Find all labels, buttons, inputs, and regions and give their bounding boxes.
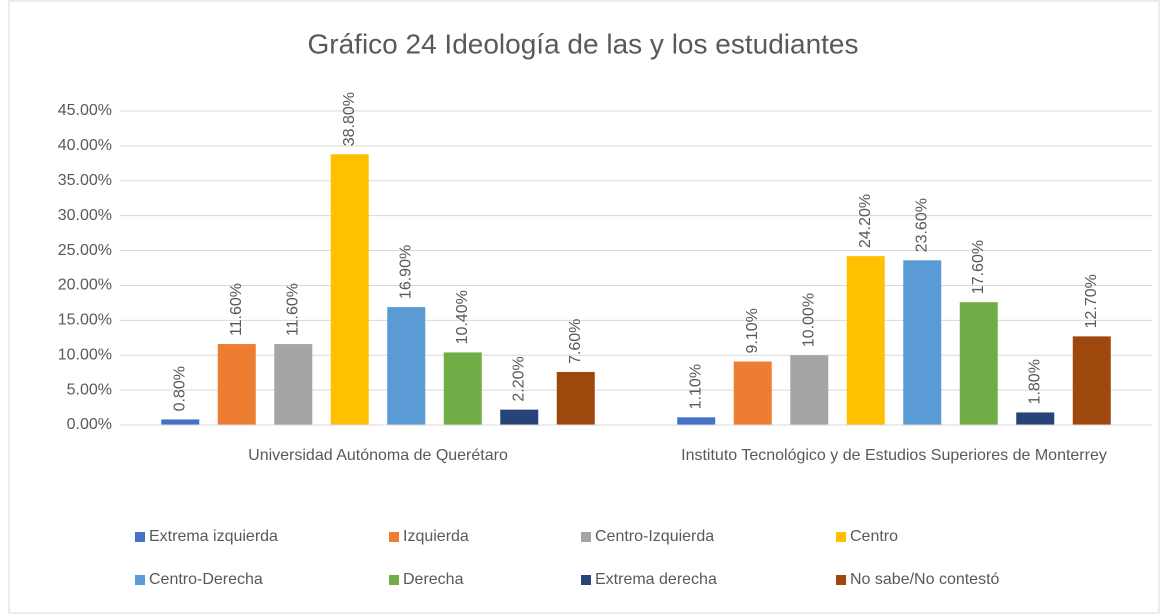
y-tick-label: 25.00% <box>58 242 112 259</box>
x-tick-label: Universidad Autónoma de Querétaro <box>248 447 508 464</box>
bar <box>556 371 595 425</box>
bar <box>846 256 885 425</box>
y-tick-label: 0.00% <box>67 416 112 433</box>
value-label: 10.00% <box>800 293 817 347</box>
bar <box>1016 412 1055 425</box>
bar <box>161 419 200 425</box>
value-label: 11.60% <box>228 283 245 336</box>
legend-label: Extrema izquierda <box>149 528 278 545</box>
value-label: 12.70% <box>1083 274 1100 328</box>
bar <box>1072 336 1111 425</box>
legend-label: Centro <box>850 528 898 545</box>
y-tick-label: 40.00% <box>58 137 112 154</box>
legend-swatch <box>135 575 145 585</box>
legend-label: Extrema derecha <box>595 571 717 588</box>
legend-swatch <box>389 575 399 585</box>
value-label: 10.40% <box>454 290 471 344</box>
value-label: 38.80% <box>341 92 358 146</box>
value-label: 23.60% <box>913 198 930 252</box>
value-label: 0.80% <box>171 366 188 411</box>
bar <box>217 344 256 425</box>
legend-swatch <box>389 532 399 542</box>
value-label: 7.60% <box>567 319 584 364</box>
y-tick-label: 15.00% <box>58 312 112 329</box>
value-label: 2.20% <box>510 356 527 401</box>
legend-swatch <box>135 532 145 542</box>
y-tick-label: 20.00% <box>58 277 112 294</box>
legend-swatch <box>581 532 591 542</box>
legend-swatch <box>581 575 591 585</box>
legend-swatch <box>836 532 846 542</box>
legend-label: Centro-Derecha <box>149 571 263 588</box>
bar <box>387 307 426 425</box>
bar <box>677 417 716 425</box>
bar <box>330 154 369 426</box>
bar <box>274 344 313 425</box>
chart-title: Gráfico 24 Ideología de las y los estudi… <box>307 28 858 59</box>
y-tick-label: 45.00% <box>58 102 112 119</box>
legend-label: Derecha <box>403 571 464 588</box>
legend-label: Izquierda <box>403 528 469 545</box>
value-label: 24.20% <box>857 194 874 248</box>
y-tick-label: 5.00% <box>67 381 112 398</box>
bar <box>903 260 942 425</box>
value-label: 1.10% <box>687 364 704 409</box>
bar <box>959 302 998 425</box>
value-label: 17.60% <box>970 240 987 294</box>
x-tick-label: Instituto Tecnológico y de Estudios Supe… <box>681 447 1107 464</box>
chart-border <box>8 0 1160 614</box>
value-label: 1.80% <box>1026 359 1043 404</box>
bar <box>443 352 482 425</box>
y-tick-label: 10.00% <box>58 346 112 363</box>
bar <box>500 409 539 425</box>
value-label: 16.90% <box>397 245 414 299</box>
legend-label: Centro-Izquierda <box>595 528 714 545</box>
y-tick-label: 35.00% <box>58 172 112 189</box>
bar <box>733 361 772 425</box>
value-label: 9.10% <box>744 308 761 353</box>
legend-label: No sabe/No contestó <box>850 571 1000 588</box>
y-tick-label: 30.00% <box>58 207 112 224</box>
value-label: 11.60% <box>284 283 301 336</box>
bar <box>790 355 829 425</box>
legend-swatch <box>836 575 846 585</box>
